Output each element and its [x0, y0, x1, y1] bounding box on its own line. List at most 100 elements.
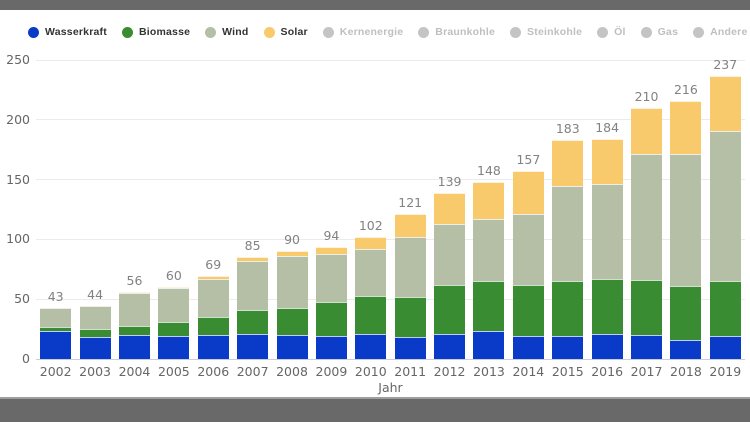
bar-segment-solar-2007[interactable] — [237, 257, 269, 261]
y-axis-tick-label: 150 — [6, 171, 30, 187]
bar-segment-solar-2005[interactable] — [158, 287, 190, 289]
bar-segment-wind-2014[interactable] — [512, 214, 544, 285]
bar-segment-wasserkraft-2007[interactable] — [237, 333, 269, 359]
bar-segment-solar-2009[interactable] — [315, 246, 347, 254]
bar-segment-biomasse-2005[interactable] — [158, 321, 190, 337]
chart-legend: Wasserkraft Biomasse Wind Solar Kernenergie B… — [28, 21, 748, 43]
bar-segment-biomasse-2006[interactable] — [197, 317, 229, 336]
legend-item-solar[interactable]: Solar — [263, 26, 308, 38]
bar-segment-biomasse-2018[interactable] — [670, 286, 702, 340]
bar-segment-biomasse-2011[interactable] — [394, 296, 426, 338]
bar-segment-wasserkraft-2016[interactable] — [591, 333, 623, 359]
bar-segment-biomasse-2003[interactable] — [79, 329, 111, 338]
bar-segment-wind-2019[interactable] — [709, 130, 741, 282]
legend-item-wasserkraft[interactable]: Wasserkraft — [28, 26, 107, 38]
bar-segment-wasserkraft-2009[interactable] — [315, 336, 347, 359]
legend-item-steinkohle[interactable]: Steinkohle — [510, 26, 582, 38]
legend-item-wind[interactable]: Wind — [205, 26, 248, 38]
legend-item-l[interactable]: Öl — [597, 26, 626, 38]
x-axis-tick-label: 2007 — [236, 364, 269, 379]
legend-dot-icon — [510, 26, 522, 38]
bar-segment-wind-2007[interactable] — [237, 260, 269, 310]
bar-segment-wasserkraft-2008[interactable] — [276, 335, 308, 359]
bar-segment-biomasse-2017[interactable] — [631, 280, 663, 336]
bar-segment-biomasse-2007[interactable] — [237, 309, 269, 334]
bar-segment-solar-2015[interactable] — [552, 140, 584, 186]
bar-segment-wind-2015[interactable] — [552, 185, 584, 282]
legend-dot-icon — [322, 26, 334, 38]
bar-segment-solar-2017[interactable] — [631, 107, 663, 155]
bar-segment-wasserkraft-2013[interactable] — [473, 331, 505, 359]
bar-segment-wind-2013[interactable] — [473, 219, 505, 282]
bar-segment-solar-2016[interactable] — [591, 138, 623, 185]
bar-segment-solar-2004[interactable] — [118, 292, 150, 294]
bar-segment-biomasse-2014[interactable] — [512, 284, 544, 337]
bar-total-label: 102 — [358, 218, 383, 233]
bar-segment-wind-2018[interactable] — [670, 154, 702, 287]
bar-segment-solar-2012[interactable] — [434, 192, 466, 224]
bar-segment-wasserkraft-2015[interactable] — [552, 336, 584, 359]
bar-segment-solar-2018[interactable] — [670, 100, 702, 155]
legend-item-andere[interactable]: Andere — [693, 26, 747, 38]
bar-segment-wasserkraft-2018[interactable] — [670, 339, 702, 359]
bar-segment-wasserkraft-2004[interactable] — [118, 335, 150, 359]
bar-segment-solar-2013[interactable] — [473, 181, 505, 220]
legend-dot-icon — [693, 26, 705, 38]
bar-segment-solar-2019[interactable] — [709, 75, 741, 131]
bar-segment-wind-2009[interactable] — [315, 253, 347, 302]
bar-segment-biomasse-2008[interactable] — [276, 307, 308, 336]
bar-segment-wind-2012[interactable] — [434, 223, 466, 285]
bar-total-label: 121 — [398, 195, 423, 211]
bar-segment-solar-2008[interactable] — [276, 251, 308, 257]
bar-segment-biomasse-2002[interactable] — [40, 326, 72, 332]
x-axis-tick-label: 2019 — [709, 364, 742, 379]
legend-item-label: Biomasse — [138, 26, 191, 38]
gridline — [36, 119, 745, 121]
bar-segment-solar-2006[interactable] — [197, 276, 229, 279]
bar-segment-solar-2014[interactable] — [512, 171, 544, 215]
bar-segment-wind-2004[interactable] — [118, 293, 150, 326]
bar-segment-biomasse-2004[interactable] — [118, 325, 150, 336]
bar-segment-biomasse-2012[interactable] — [434, 284, 466, 334]
bar-segment-solar-2011[interactable] — [394, 214, 426, 237]
bar-segment-wasserkraft-2012[interactable] — [434, 333, 466, 359]
legend-item-gas[interactable]: Gas — [640, 26, 678, 38]
bar-segment-wasserkraft-2002[interactable] — [40, 331, 72, 359]
bar-total-label: 69 — [205, 257, 222, 273]
bar-segment-biomasse-2010[interactable] — [355, 295, 387, 334]
bar-segment-wasserkraft-2005[interactable] — [158, 336, 190, 359]
bar-segment-wasserkraft-2006[interactable] — [197, 335, 229, 359]
x-axis-tick-label: 2017 — [630, 364, 663, 379]
legend-dot-icon — [640, 26, 652, 38]
bar-segment-wind-2008[interactable] — [276, 256, 308, 308]
bar-segment-biomasse-2015[interactable] — [552, 281, 584, 337]
bar-segment-wasserkraft-2010[interactable] — [355, 333, 387, 359]
bar-segment-wasserkraft-2014[interactable] — [512, 336, 544, 359]
bar-segment-wind-2011[interactable] — [394, 237, 426, 297]
bar-segment-wind-2003[interactable] — [79, 306, 111, 330]
legend-item-kernenergie[interactable]: Kernenergie — [322, 26, 403, 38]
bar-segment-solar-2010[interactable] — [355, 237, 387, 249]
bar-segment-wind-2016[interactable] — [591, 184, 623, 279]
bar-total-label: 94 — [323, 227, 340, 243]
x-axis-tick-label: 2003 — [79, 364, 111, 379]
legend-item-biomasse[interactable]: Biomasse — [121, 26, 191, 38]
legend-dot-icon — [597, 26, 609, 38]
bar-segment-biomasse-2016[interactable] — [591, 278, 623, 334]
bar-segment-wind-2006[interactable] — [197, 278, 229, 318]
legend-item-braunkohle[interactable]: Braunkohle — [418, 26, 495, 38]
x-axis-tick-label: 2013 — [473, 364, 505, 379]
bar-segment-biomasse-2009[interactable] — [315, 301, 347, 337]
bar-segment-wind-2017[interactable] — [631, 154, 663, 281]
bar-segment-biomasse-2019[interactable] — [709, 281, 741, 337]
bar-segment-wind-2002[interactable] — [40, 307, 72, 327]
bar-segment-wind-2005[interactable] — [158, 288, 190, 322]
bar-segment-wasserkraft-2019[interactable] — [709, 336, 741, 359]
bar-segment-wasserkraft-2003[interactable] — [79, 337, 111, 359]
legend-item-label: Solar — [280, 26, 308, 38]
bar-segment-wasserkraft-2011[interactable] — [394, 337, 426, 359]
bar-segment-wasserkraft-2017[interactable] — [631, 335, 663, 359]
bar-segment-wind-2010[interactable] — [355, 248, 387, 296]
bar-segment-biomasse-2013[interactable] — [473, 281, 505, 332]
